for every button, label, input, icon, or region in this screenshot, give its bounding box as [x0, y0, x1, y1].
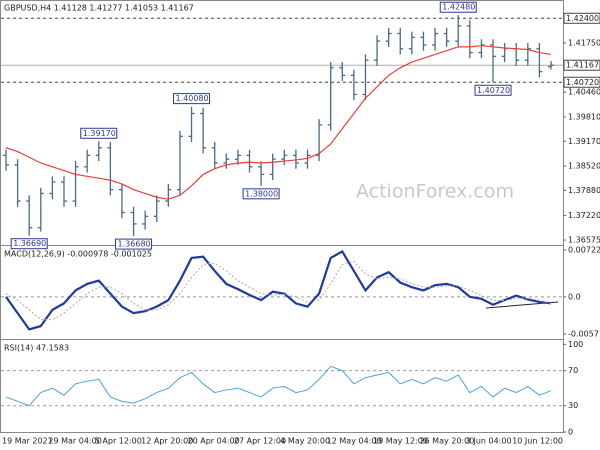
y-tick-label: 30	[568, 401, 578, 410]
y-tick-label: 0	[568, 428, 573, 437]
x-tick-label: 29 Mar 04:00	[48, 437, 101, 446]
x-tick-label: 19 Mar 2021	[2, 437, 53, 446]
annotation-box	[115, 238, 153, 250]
annotation-label: 1.40080	[176, 94, 209, 103]
watermark: ActionForex.com	[356, 181, 514, 203]
x-tick-label: 5 Apr 12:00	[95, 437, 142, 446]
annotation-label: 1.36690	[13, 239, 46, 248]
annotation-box	[173, 93, 211, 105]
last-price-label: 1.41167	[566, 61, 599, 70]
level-label: 1.40720	[566, 78, 599, 87]
series-line	[5, 365, 552, 407]
x-tick-label: 20 Apr 04:00	[188, 437, 240, 446]
panel-title: MACD(12,26,9) -0.000978 -0.001025	[4, 250, 152, 259]
level-label-box	[563, 12, 600, 24]
panel-title: RSI(14) 47.1583	[4, 344, 69, 353]
last-price-box	[563, 59, 600, 71]
x-tick-label: 12 Apr 20:00	[141, 437, 193, 446]
y-tick-label: 1.39170	[568, 137, 600, 146]
x-tick-label: 19 May 12:00	[373, 437, 428, 446]
y-tick-label: 1.40460	[568, 88, 600, 97]
annotation-box	[439, 1, 477, 13]
x-tick-label: 12 May 04:00	[327, 437, 382, 446]
x-tick-label: 10 Jun 12:00	[512, 437, 563, 446]
y-tick-label: 1.38520	[568, 162, 600, 171]
y-tick-label: 100	[568, 340, 583, 349]
y-tick-label: 1.39810	[568, 112, 600, 121]
annotation-label: 1.42480	[442, 3, 475, 12]
series-line	[5, 249, 552, 331]
y-tick-label: 0.0	[568, 292, 581, 301]
series-line	[5, 260, 552, 321]
price-panel	[0, 0, 564, 246]
annotation-label: 1.36680	[118, 240, 151, 249]
y-tick-label: 1.37880	[568, 186, 600, 195]
x-tick-label: 27 Apr 12:00	[234, 437, 286, 446]
x-tick-label: 3 Jun 04:00	[466, 437, 512, 446]
rsi-panel	[0, 339, 564, 433]
moving-average	[5, 45, 552, 200]
annotation-label: 1.38000	[245, 189, 278, 198]
annotation-box	[242, 188, 280, 200]
y-tick-label: 70	[568, 366, 578, 375]
y-tick-label: 1.36575	[568, 236, 600, 245]
annotation-box	[474, 84, 512, 96]
x-tick-label: 26 May 20:00	[419, 437, 474, 446]
annotation-label: 1.40720	[477, 86, 510, 95]
y-tick-label: 1.41750	[568, 39, 600, 48]
level-label: 1.42400	[566, 14, 599, 23]
y-tick-label: 0.007227	[568, 245, 600, 254]
annotation-label: 1.39170	[83, 129, 116, 138]
annotation-box	[10, 238, 48, 250]
panel-title: GBPUSD,H4 1.41128 1.41277 1.41053 1.4116…	[4, 4, 194, 13]
y-tick-label: -0.005714	[568, 329, 600, 338]
x-tick-label: 4 May 20:00	[280, 437, 330, 446]
y-tick-label: 1.37220	[568, 211, 600, 220]
annotation-box	[80, 127, 118, 139]
level-label-box	[563, 76, 600, 88]
